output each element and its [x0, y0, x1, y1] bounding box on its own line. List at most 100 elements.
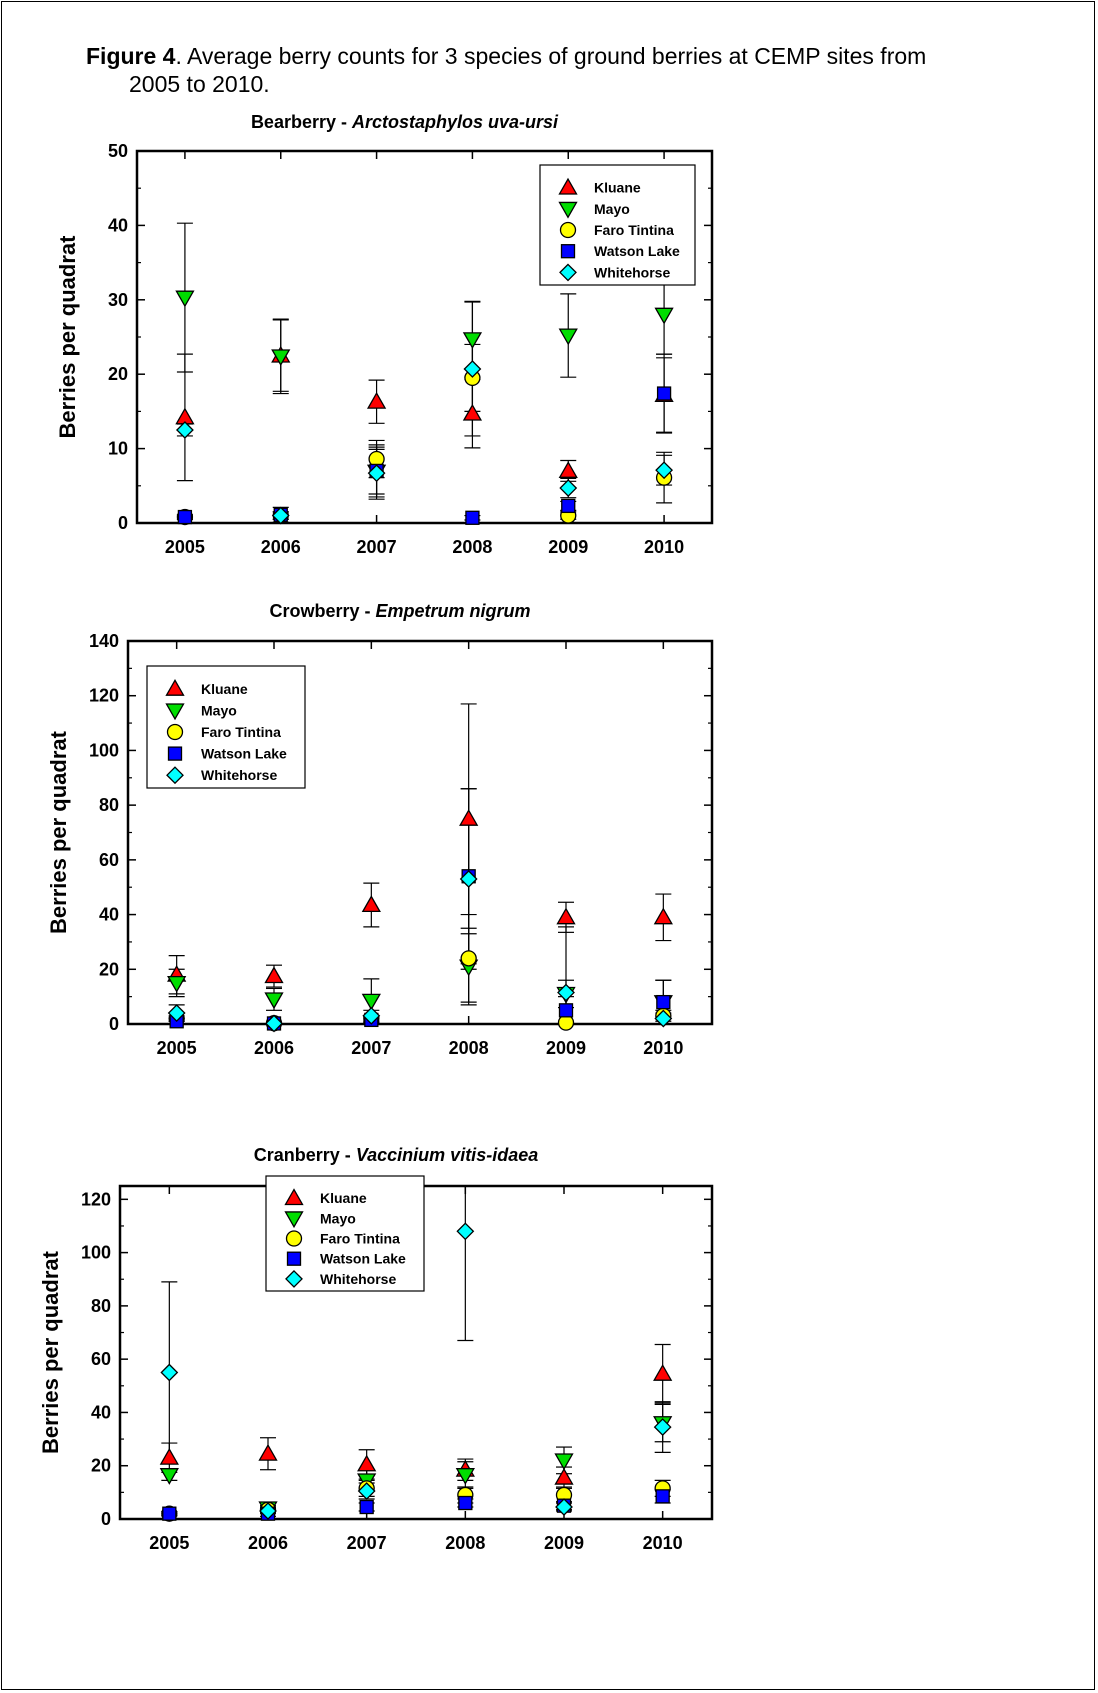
- y-tick-label: 20: [99, 959, 119, 979]
- data-point: [554, 1453, 574, 1471]
- legend-label: Mayo: [320, 1210, 356, 1226]
- y-tick-label: 20: [91, 1456, 111, 1476]
- y-tick-label: 10: [108, 439, 128, 459]
- legend-marker: [167, 746, 183, 761]
- y-axis-label: Berries per quadrat: [38, 1250, 63, 1454]
- x-tick-label: 2005: [165, 537, 205, 557]
- data-point: [459, 870, 478, 888]
- data-point: [653, 907, 673, 925]
- data-point: [359, 1499, 374, 1515]
- data-point: [159, 1468, 179, 1485]
- x-tick-label: 2009: [546, 1038, 586, 1058]
- legend-marker: [165, 678, 185, 696]
- x-tick-label: 2006: [254, 1038, 294, 1058]
- legend-label: Whitehorse: [594, 264, 670, 280]
- figure-caption: Figure 4. Average berry counts for 3 spe…: [86, 42, 1076, 98]
- legend-label: Watson Lake: [594, 243, 680, 259]
- data-point: [656, 386, 672, 401]
- data-point: [653, 1418, 672, 1437]
- x-tick-label: 2007: [351, 1038, 391, 1058]
- data-point: [264, 992, 284, 1010]
- y-tick-label: 60: [99, 850, 119, 870]
- data-point: [559, 479, 578, 497]
- x-tick-label: 2005: [157, 1038, 197, 1058]
- chart-title-common: Cranberry -: [254, 1145, 356, 1165]
- data-point: [653, 1364, 673, 1381]
- y-tick-label: 60: [91, 1349, 111, 1369]
- y-tick-label: 80: [91, 1296, 111, 1316]
- legend-marker: [559, 221, 577, 239]
- legend-marker: [166, 766, 184, 785]
- x-tick-label: 2008: [445, 1533, 485, 1553]
- data-point: [463, 360, 482, 378]
- data-point: [456, 1222, 475, 1241]
- legend-marker: [285, 1230, 303, 1247]
- data-point: [357, 1482, 376, 1500]
- caption-text-line1: . Average berry counts for 3 species of …: [175, 43, 927, 69]
- data-point: [465, 510, 480, 525]
- y-tick-label: 40: [91, 1402, 111, 1422]
- legend-label: Faro Tintina: [594, 222, 674, 238]
- x-tick-label: 2009: [544, 1533, 584, 1553]
- y-tick-label: 50: [108, 141, 128, 161]
- y-axis-label: Berries per quadrat: [46, 730, 71, 934]
- x-tick-label: 2006: [261, 537, 301, 557]
- y-tick-label: 120: [89, 686, 119, 706]
- y-tick-label: 40: [108, 215, 128, 235]
- data-point: [259, 1502, 277, 1520]
- data-point: [558, 461, 578, 478]
- y-tick-label: 40: [99, 905, 119, 925]
- data-point: [557, 983, 575, 1002]
- data-point: [265, 1014, 283, 1033]
- data-point: [656, 994, 671, 1010]
- legend-marker: [285, 1269, 303, 1288]
- x-tick-label: 2010: [644, 537, 684, 557]
- data-point: [655, 1489, 670, 1504]
- legend-label: Watson Lake: [201, 746, 287, 762]
- data-point: [462, 332, 483, 350]
- data-point: [654, 307, 674, 325]
- caption-text-line2: 2005 to 2010.: [129, 71, 270, 97]
- legend-label: Faro Tintina: [320, 1231, 400, 1247]
- y-tick-label: 80: [99, 795, 119, 815]
- x-tick-label: 2009: [548, 537, 588, 557]
- y-tick-label: 0: [109, 1014, 119, 1034]
- y-tick-label: 100: [81, 1243, 111, 1263]
- legend-marker: [286, 1251, 302, 1266]
- data-point: [175, 421, 194, 439]
- data-point: [654, 1009, 673, 1028]
- data-point: [561, 498, 576, 514]
- legend-marker: [284, 1211, 304, 1229]
- y-tick-label: 120: [81, 1189, 111, 1209]
- data-point: [556, 907, 576, 925]
- legend: Kluane Mayo Faro Tintina Watson Lake Whiteho…: [265, 1175, 425, 1292]
- data-point: [558, 1003, 574, 1018]
- legend: Kluane Mayo Faro Tintina Watson Lake Whiteho…: [539, 164, 696, 286]
- data-point: [558, 328, 578, 346]
- data-point: [455, 1468, 475, 1485]
- data-point: [175, 290, 195, 308]
- legend-marker: [559, 263, 577, 282]
- data-point: [367, 464, 386, 483]
- legend-marker: [165, 703, 185, 721]
- data-point: [555, 1498, 573, 1516]
- data-point: [554, 1467, 574, 1485]
- data-point: [162, 1506, 177, 1521]
- legend-marker: [558, 201, 578, 219]
- x-tick-label: 2006: [248, 1533, 288, 1553]
- legend-marker: [560, 244, 576, 259]
- legend-marker: [284, 1188, 304, 1206]
- y-tick-label: 0: [118, 513, 128, 533]
- y-axis-label: Berries per quadrat: [55, 235, 80, 439]
- x-tick-label: 2005: [149, 1533, 189, 1553]
- y-tick-label: 100: [89, 740, 119, 760]
- legend-marker: [166, 723, 184, 741]
- chart-panel-1: Bearberry - Arctostaphylos uva-ursi 0 10 20…: [55, 112, 714, 557]
- chart-title-latin: Vaccinium vitis-idaea: [356, 1145, 538, 1165]
- chart-title-latin: Empetrum nigrum: [376, 601, 531, 621]
- legend-label: Faro Tintina: [201, 724, 281, 740]
- data-point: [167, 1004, 186, 1022]
- data-point: [459, 809, 479, 826]
- chart-title: Cranberry - Vaccinium vitis-idaea: [254, 1145, 538, 1165]
